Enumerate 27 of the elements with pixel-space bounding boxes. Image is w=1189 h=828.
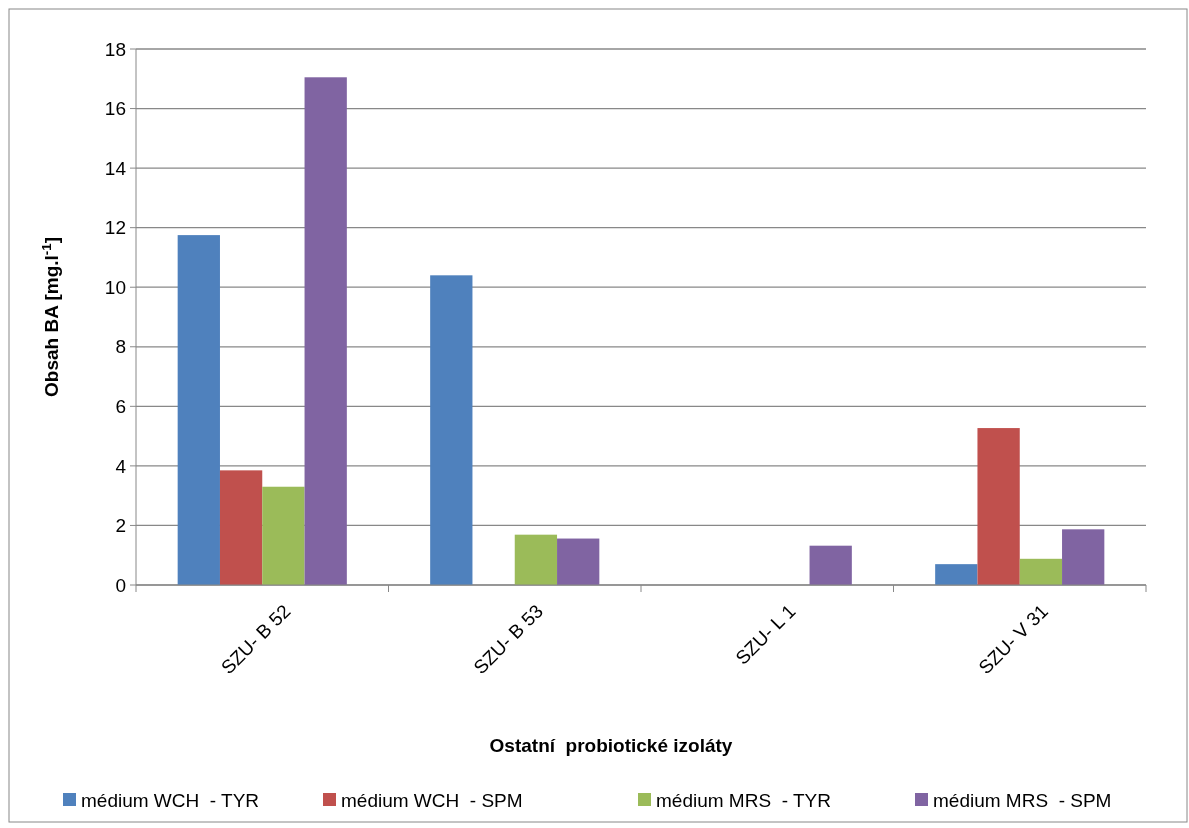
bar	[1062, 529, 1105, 585]
bar	[430, 275, 473, 585]
bar	[935, 564, 978, 585]
y-tick-label: 12	[104, 217, 126, 239]
bar	[514, 534, 558, 585]
bar	[262, 486, 305, 585]
bar	[177, 235, 220, 585]
y-tick-label: 14	[104, 157, 127, 179]
bar	[219, 470, 263, 585]
y-tick-label: 18	[104, 38, 126, 60]
bar	[977, 428, 1020, 585]
legend-label: médium WCH - SPM	[341, 789, 523, 811]
legend-label: médium MRS - SPM	[933, 789, 1112, 811]
y-tick-label: 10	[104, 276, 126, 298]
bar	[304, 77, 347, 585]
y-tick-label: 6	[115, 395, 126, 417]
x-axis-title: Ostatní probiotické izoláty	[489, 735, 733, 756]
y-tick-label: 4	[115, 455, 127, 477]
y-tick-label: 2	[115, 515, 126, 537]
y-tick-label: 16	[104, 98, 126, 120]
y-tick-label: 0	[115, 574, 126, 596]
legend-label: médium MRS - TYR	[656, 789, 831, 811]
bar	[1019, 558, 1063, 585]
bar	[557, 538, 600, 585]
y-tick-label: 8	[115, 336, 126, 358]
bar	[809, 545, 852, 585]
legend-label: médium WCH - TYR	[81, 789, 260, 811]
